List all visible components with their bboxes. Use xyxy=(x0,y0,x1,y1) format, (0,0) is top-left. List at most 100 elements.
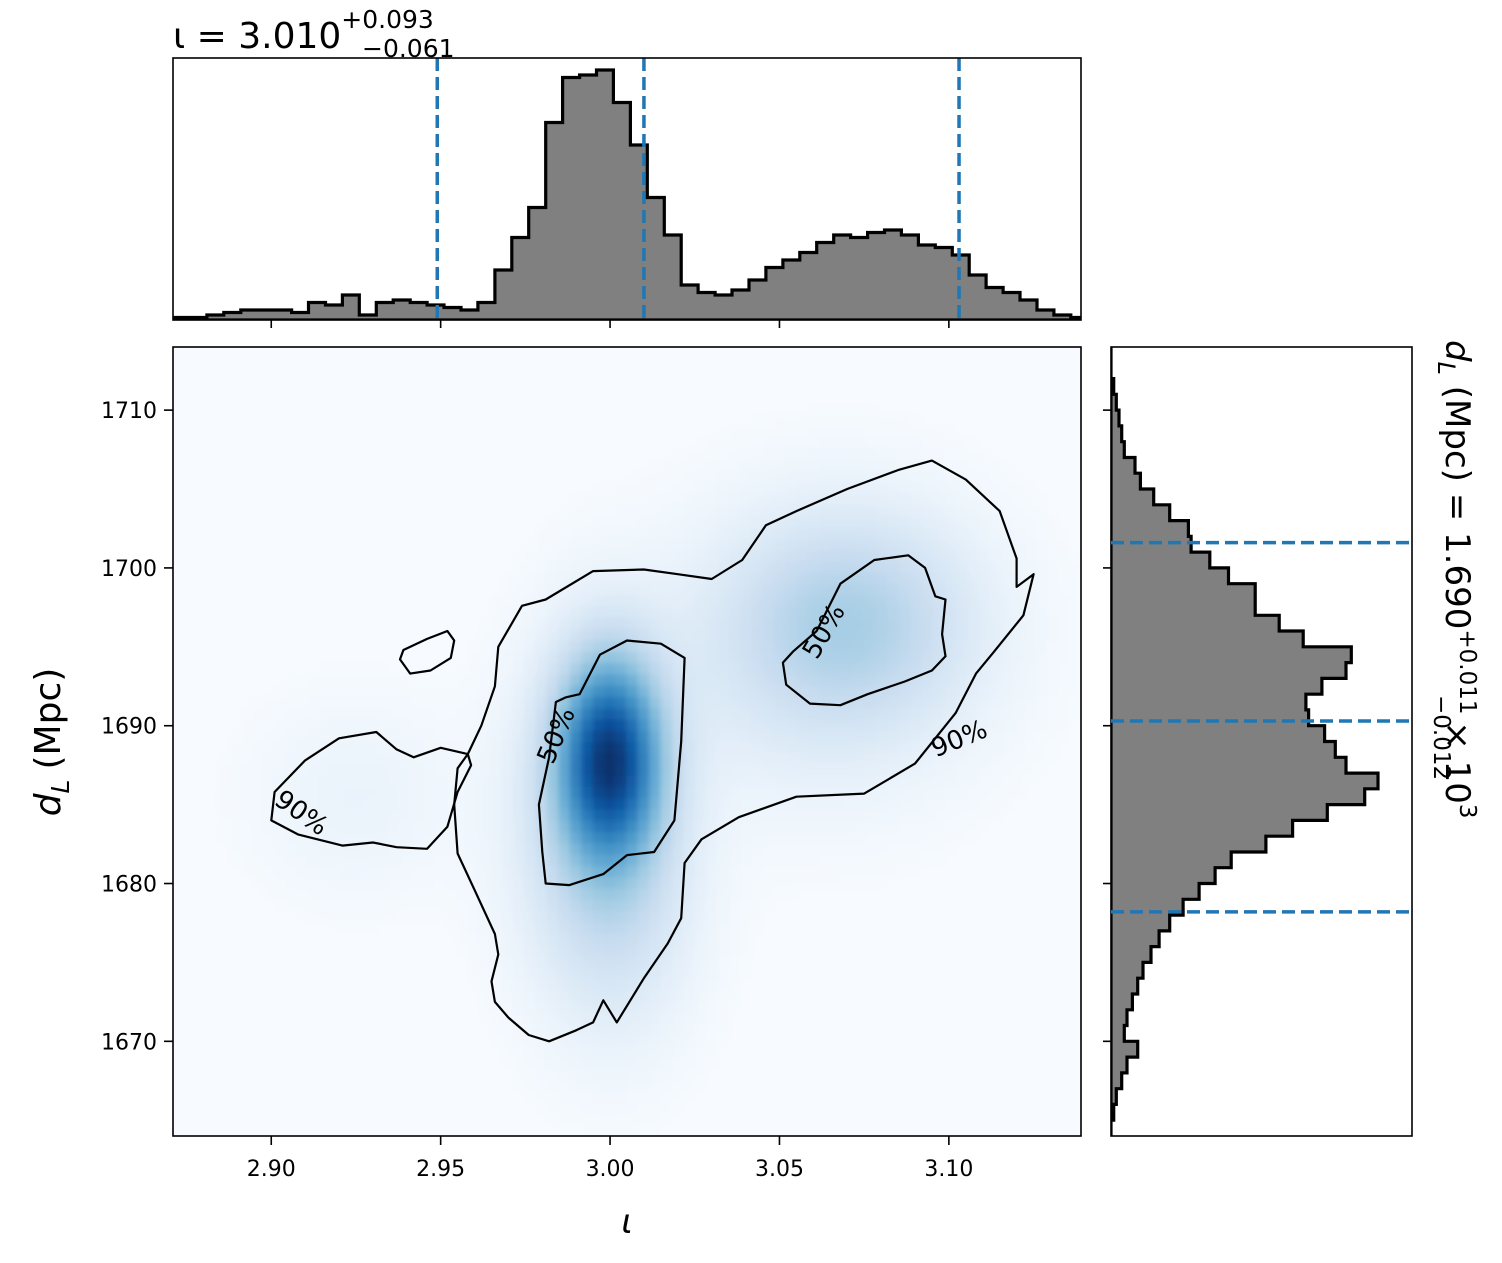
density-cell xyxy=(626,898,639,912)
density-cell xyxy=(796,628,810,641)
density-cell xyxy=(251,842,265,855)
density-cell xyxy=(399,741,412,754)
density-cell xyxy=(535,662,549,675)
density-cell xyxy=(535,797,549,810)
density-cell xyxy=(251,808,265,821)
density-cell xyxy=(774,538,787,551)
density-cell xyxy=(671,1045,685,1058)
density-cell xyxy=(842,605,855,619)
density-cell xyxy=(705,718,719,731)
density-cell xyxy=(683,1079,696,1092)
density-cell xyxy=(320,808,333,821)
density-cell xyxy=(626,1090,639,1103)
density-cell xyxy=(808,526,821,540)
density-cell xyxy=(830,853,844,866)
density-cell xyxy=(774,560,787,573)
density-cell xyxy=(898,729,912,742)
density-cell xyxy=(558,763,571,776)
density-cell xyxy=(1012,741,1025,754)
density-cell xyxy=(558,617,571,630)
density-cell xyxy=(615,831,628,844)
density-cell xyxy=(558,819,571,833)
density-cell xyxy=(626,786,639,799)
density-cell xyxy=(955,797,968,810)
density-cell xyxy=(717,853,730,866)
density-cell xyxy=(592,921,605,934)
density-cell xyxy=(819,459,832,472)
density-cell xyxy=(615,718,628,731)
density-cell xyxy=(830,414,844,427)
density-cell xyxy=(444,921,458,934)
density-cell xyxy=(456,910,469,923)
density-cell xyxy=(422,898,435,912)
density-cell xyxy=(603,1101,617,1114)
density-cell xyxy=(501,808,514,821)
density-cell xyxy=(524,752,537,765)
density-cell xyxy=(433,673,446,686)
density-cell xyxy=(286,718,299,731)
density-cell xyxy=(637,988,651,1002)
density-cell xyxy=(513,887,526,900)
density-cell xyxy=(490,1034,503,1047)
density-cell xyxy=(808,583,821,596)
density-cell xyxy=(626,808,639,821)
density-cell xyxy=(569,538,583,551)
density-cell xyxy=(660,853,673,866)
density-cell xyxy=(864,786,878,799)
density-cell xyxy=(592,977,605,990)
density-cell xyxy=(694,741,707,754)
density-cell xyxy=(694,605,707,619)
density-cell xyxy=(660,943,673,957)
density-cell xyxy=(240,707,253,720)
density-cell xyxy=(819,470,832,483)
density-cell xyxy=(342,808,356,821)
density-cell xyxy=(830,447,844,461)
density-cell xyxy=(592,617,605,630)
density-cell xyxy=(603,797,617,810)
density-cell xyxy=(478,977,492,990)
density-cell xyxy=(671,459,685,472)
density-cell xyxy=(898,481,912,495)
density-cell xyxy=(705,639,719,652)
density-cell xyxy=(535,707,549,720)
density-cell xyxy=(740,571,753,585)
density-cell xyxy=(354,842,367,855)
density-cell xyxy=(785,447,798,461)
density-cell xyxy=(932,763,946,776)
density-cell xyxy=(581,538,594,551)
density-cell xyxy=(1035,752,1048,765)
density-cell xyxy=(649,910,662,923)
density-cell xyxy=(342,718,356,731)
density-cell xyxy=(274,741,287,754)
density-cell xyxy=(478,639,492,652)
density-cell xyxy=(740,684,753,697)
density-cell xyxy=(751,864,764,878)
contour-line xyxy=(270,730,473,850)
density-cell xyxy=(989,504,1003,517)
density-cell xyxy=(649,988,662,1002)
density-cell xyxy=(637,786,651,799)
density-cell xyxy=(1012,729,1025,742)
density-cell xyxy=(592,684,605,697)
density-cell xyxy=(819,853,832,866)
density-cell xyxy=(808,774,821,788)
density-cell xyxy=(660,526,673,540)
density-cell xyxy=(853,526,866,540)
density-cell xyxy=(1046,684,1059,697)
density-cell xyxy=(637,526,651,540)
density-cell xyxy=(547,684,560,697)
density-cell xyxy=(796,515,810,528)
density-cell xyxy=(649,729,662,742)
density-cell xyxy=(1012,538,1025,551)
density-cell xyxy=(921,538,934,551)
density-cell xyxy=(308,695,322,709)
density-cell xyxy=(524,853,537,866)
density-cell xyxy=(671,673,685,686)
density-cell xyxy=(842,786,855,799)
density-cell xyxy=(592,819,605,833)
density-cell xyxy=(603,1079,617,1092)
density-cell xyxy=(388,786,401,799)
density-cell xyxy=(808,402,821,416)
density-cell xyxy=(774,447,787,461)
density-cell xyxy=(898,786,912,799)
